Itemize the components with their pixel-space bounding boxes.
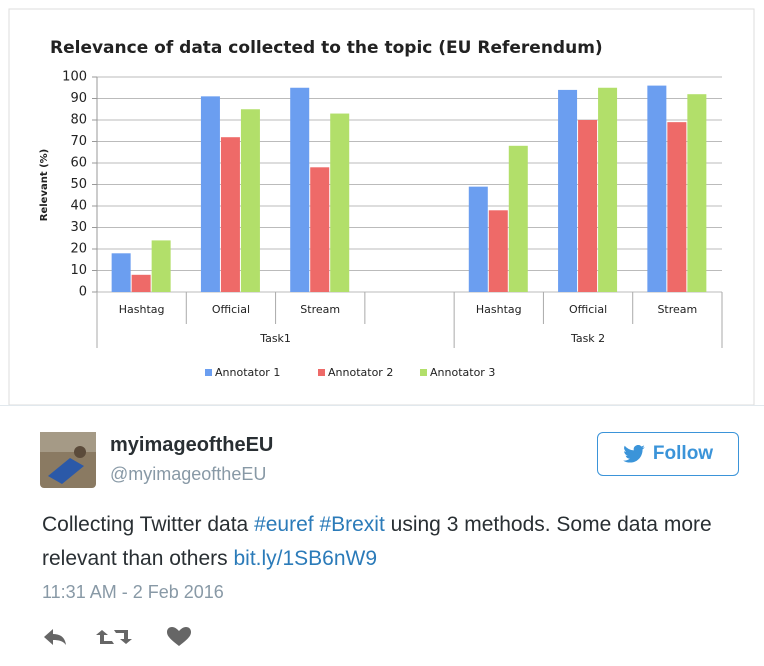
bar (667, 122, 686, 292)
y-tick-label: 50 (70, 177, 87, 192)
group-label: Task1 (259, 332, 291, 345)
bar (489, 210, 508, 292)
divider (0, 405, 764, 406)
y-tick-label: 40 (70, 199, 87, 214)
bar (201, 96, 220, 292)
legend-swatch (318, 369, 325, 376)
bar (509, 146, 528, 292)
bar (241, 109, 260, 292)
bar (647, 86, 666, 292)
like-icon[interactable] (167, 627, 191, 646)
y-tick-label: 20 (70, 242, 87, 257)
bar (558, 90, 577, 292)
bar (469, 187, 488, 292)
y-tick-label: 100 (62, 70, 87, 85)
x-tick-label: Official (212, 303, 250, 316)
y-tick-label: 30 (70, 220, 87, 235)
tweet-screenshot: Relevance of data collected to the topic… (0, 0, 764, 666)
x-tick-label: Hashtag (476, 303, 522, 316)
follow-label: Follow (653, 443, 713, 465)
bar (112, 253, 131, 292)
y-tick-label: 70 (70, 134, 87, 149)
chart-frame (9, 9, 754, 405)
avatar[interactable] (40, 432, 96, 488)
legend-swatch (420, 369, 427, 376)
legend-label: Annotator 3 (430, 366, 495, 379)
hashtag[interactable]: #Brexit (319, 513, 384, 536)
hashtag[interactable]: #euref (254, 513, 314, 536)
x-tick-label: Stream (657, 303, 697, 316)
y-tick-label: 90 (70, 91, 87, 106)
tweet-text-part: Collecting Twitter data (42, 513, 248, 536)
y-tick-label: 0 (79, 285, 87, 300)
legend-swatch (205, 369, 212, 376)
bird-icon (623, 445, 645, 463)
timestamp[interactable]: 11:31 AM - 2 Feb 2016 (42, 582, 224, 603)
bar (578, 120, 597, 292)
user-handle[interactable]: @myimageoftheEU (110, 464, 266, 485)
bar (330, 114, 349, 292)
x-tick-label: Official (569, 303, 607, 316)
y-tick-label: 60 (70, 156, 87, 171)
reply-icon[interactable] (44, 629, 66, 645)
group-label: Task 2 (570, 332, 605, 345)
retweet-icon[interactable] (96, 630, 132, 644)
tweet-link[interactable]: bit.ly/1SB6nW9 (233, 547, 377, 570)
x-tick-label: Stream (300, 303, 340, 316)
bar (687, 94, 706, 292)
y-axis-label: Relevant (%) (39, 149, 50, 222)
bar (290, 88, 309, 292)
y-tick-label: 80 (70, 113, 87, 128)
user-name[interactable]: myimageoftheEU (110, 434, 273, 457)
chart-title: Relevance of data collected to the topic… (50, 38, 603, 58)
y-tick-label: 10 (70, 263, 87, 278)
bar (598, 88, 617, 292)
x-tick-label: Hashtag (119, 303, 165, 316)
bar (132, 275, 151, 292)
tweet-text: Collecting Twitter data #euref #Brexit u… (42, 508, 732, 576)
chart: Relevance of data collected to the topic… (0, 0, 764, 408)
follow-button[interactable]: Follow (597, 432, 739, 476)
bar (221, 137, 240, 292)
action-bar (42, 624, 202, 650)
bar (310, 167, 329, 292)
legend-label: Annotator 1 (215, 366, 280, 379)
legend-label: Annotator 2 (328, 366, 393, 379)
bar (152, 240, 171, 292)
